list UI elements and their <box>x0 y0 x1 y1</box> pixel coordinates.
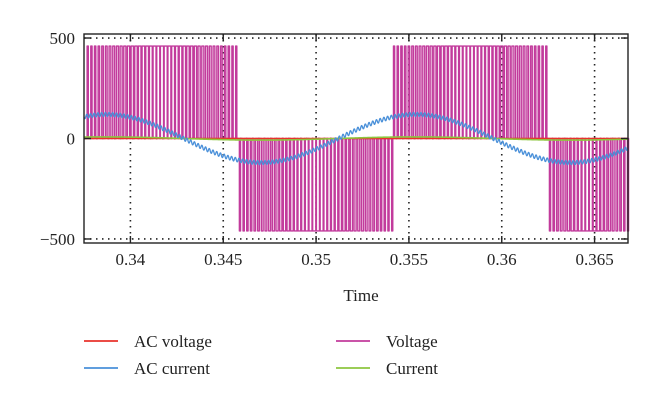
y-tick-label: 500 <box>50 29 76 48</box>
x-tick-label: 0.36 <box>487 250 517 269</box>
legend-item: AC current <box>84 359 210 378</box>
y-tick-label: −500 <box>40 230 75 249</box>
x-tick-label: 0.365 <box>575 250 613 269</box>
legend: AC voltage AC current Voltage Current <box>84 332 438 378</box>
x-axis-title: Time <box>343 286 378 305</box>
plot-frame <box>83 33 629 244</box>
legend-label: Current <box>386 359 438 378</box>
legend-label: AC voltage <box>134 332 212 351</box>
x-tick-label: 0.34 <box>116 250 146 269</box>
legend-label: AC current <box>134 359 210 378</box>
plot-series <box>83 45 630 232</box>
voltage-series-line <box>84 45 630 232</box>
ac-current-series-line <box>83 111 629 166</box>
legend-item: Current <box>336 359 438 378</box>
x-tick-label: 0.345 <box>204 250 242 269</box>
current-series-line <box>83 136 629 141</box>
y-tick-label: 0 <box>67 130 76 149</box>
tick-labels: 0.34 0.345 0.35 0.355 0.36 0.365 500 0 −500 <box>40 29 614 269</box>
legend-label: Voltage <box>386 332 438 351</box>
legend-item: Voltage <box>336 332 438 351</box>
legend-item: AC voltage <box>84 332 212 351</box>
x-tick-label: 0.35 <box>301 250 331 269</box>
x-tick-label: 0.355 <box>390 250 428 269</box>
